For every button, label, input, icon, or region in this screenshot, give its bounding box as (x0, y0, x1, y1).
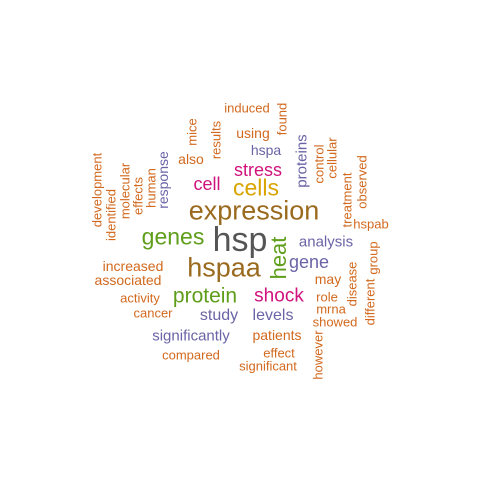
word-also: also (178, 151, 204, 167)
word-hspaa: hspaa (187, 252, 261, 283)
word-levels: levels (252, 307, 294, 324)
word-treatment: treatment (339, 172, 355, 228)
word-hspab: hspab (353, 216, 389, 232)
word-development: development (89, 152, 105, 228)
word-identified: identified (103, 188, 119, 242)
word-using: using (236, 125, 270, 141)
word-activity: activity (120, 290, 160, 306)
word-molecular: molecular (117, 162, 133, 220)
word-however: however (310, 330, 326, 380)
word-proteins: proteins (293, 134, 311, 188)
word-may: may (314, 271, 342, 287)
word-effects: effects (130, 176, 146, 216)
word-shock: shock (254, 285, 304, 307)
word-compared: compared (162, 347, 220, 363)
word-showed: showed (312, 314, 358, 330)
word-hspa: hspa (250, 142, 282, 158)
word-stress: stress (233, 160, 283, 180)
word-cellular: cellular (324, 137, 340, 179)
word-associated: associated (94, 272, 162, 288)
word-analysis: analysis (298, 233, 354, 251)
word-hsp: hsp (212, 221, 268, 259)
word-heat: heat (266, 236, 291, 280)
word-mrna: mrna (316, 301, 346, 317)
word-cell: cell (193, 174, 221, 194)
word-protein: protein (172, 284, 238, 308)
word-cells: cells (232, 174, 280, 201)
word-induced: induced (224, 100, 270, 116)
word-significant: significant (239, 358, 297, 374)
word-mice: mice (184, 118, 200, 146)
word-observed: observed (354, 155, 370, 209)
word-effect: effect (263, 345, 295, 361)
word-found: found (274, 102, 290, 136)
word-expression: expression (188, 195, 320, 226)
word-patients: patients (252, 327, 302, 343)
word-disease: disease (344, 261, 360, 307)
word-study: study (199, 307, 239, 324)
word-genes: genes (141, 223, 205, 250)
word-group: group (365, 241, 381, 275)
word-increased: increased (102, 258, 164, 274)
word-role: role (316, 289, 338, 305)
word-significantly: significantly (152, 327, 230, 345)
word-human: human (143, 168, 159, 208)
word-cancer: cancer (133, 305, 173, 321)
word-gene: gene (288, 252, 330, 272)
word-different: different (362, 278, 378, 326)
word-results: results (208, 120, 224, 160)
